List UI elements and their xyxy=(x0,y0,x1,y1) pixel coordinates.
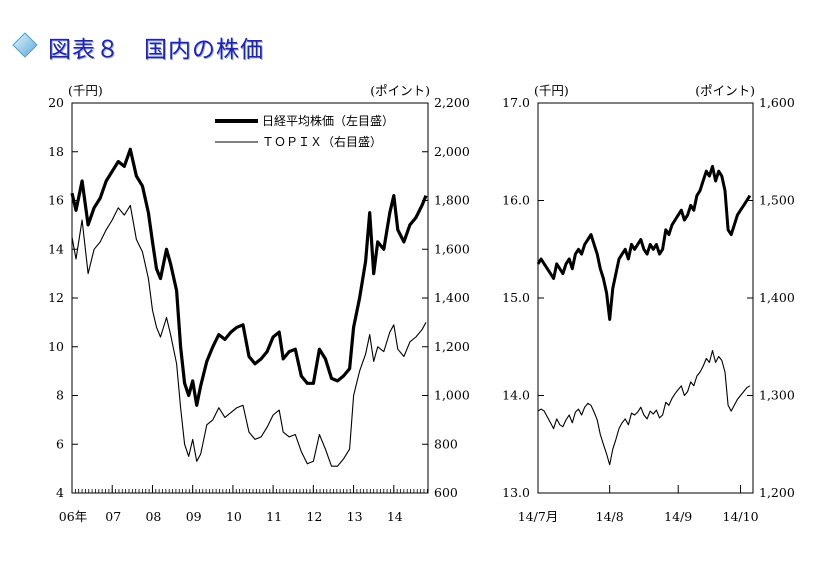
y-right-tick-label: 1,300 xyxy=(759,388,795,403)
y-left-tick-label: 12 xyxy=(48,290,64,305)
y-left-tick-label: 13.0 xyxy=(502,485,530,500)
legend-label-topix: ＴＯＰＩＸ（右目盛） xyxy=(262,134,382,149)
y-left-tick-label: 10 xyxy=(48,339,64,354)
page-title: 図表８ 国内の株価 xyxy=(48,37,264,63)
y-left-tick-label: 16 xyxy=(48,193,64,208)
y-right-tick-label: 1,200 xyxy=(434,339,470,354)
y-right-tick-label: 1,500 xyxy=(759,193,795,208)
y-left-tick-label: 14 xyxy=(48,241,64,256)
x-tick-label: 11 xyxy=(266,509,282,524)
y-right-tick-label: 2,000 xyxy=(434,144,470,159)
y-right-tick-label: 1,800 xyxy=(434,193,470,208)
y-left-tick-label: 14.0 xyxy=(502,388,530,403)
x-tick-label: 14/7月 xyxy=(518,509,559,524)
x-tick-label: 09 xyxy=(186,509,202,524)
y-right-tick-label: 600 xyxy=(434,485,458,500)
y-right-unit: (ポイント) xyxy=(695,83,755,98)
y-right-tick-label: 800 xyxy=(434,436,458,451)
x-tick-label: 06年 xyxy=(59,509,87,524)
y-left-unit: (千円) xyxy=(534,83,569,98)
x-tick-label: 08 xyxy=(145,509,161,524)
y-left-tick-label: 20 xyxy=(48,95,64,110)
x-tick-label: 14/9 xyxy=(664,509,692,524)
series-line-topix xyxy=(537,350,751,466)
x-tick-label: 12 xyxy=(306,509,322,524)
diamond-icon xyxy=(12,32,38,58)
series-line-topix xyxy=(71,204,427,467)
series-line-nikkei xyxy=(536,164,752,321)
y-right-tick-label: 1,400 xyxy=(434,290,470,305)
y-left-tick-label: 18 xyxy=(48,144,64,159)
y-left-tick-label: 6 xyxy=(56,436,64,451)
plot-frame-1 xyxy=(537,102,754,494)
x-tick-label: 14/10 xyxy=(723,509,759,524)
legend-label-nikkei: 日経平均株価（左目盛） xyxy=(262,113,394,128)
y-right-tick-label: 1,600 xyxy=(434,241,470,256)
y-right-unit: (ポイント) xyxy=(370,83,430,98)
y-left-tick-label: 16.0 xyxy=(502,193,530,208)
x-tick-label: 14 xyxy=(387,509,403,524)
x-tick-label: 13 xyxy=(347,509,363,524)
x-tick-label: 07 xyxy=(105,509,121,524)
y-right-tick-label: 1,000 xyxy=(434,388,470,403)
y-left-tick-label: 17.0 xyxy=(502,95,530,110)
y-right-tick-label: 2,200 xyxy=(434,95,470,110)
y-left-tick-label: 4 xyxy=(56,485,64,500)
x-tick-label: 10 xyxy=(226,509,242,524)
y-right-tick-label: 1,400 xyxy=(759,290,795,305)
y-left-tick-label: 8 xyxy=(56,388,64,403)
x-tick-label: 14/8 xyxy=(596,509,624,524)
y-right-tick-label: 1,200 xyxy=(759,485,795,500)
series-line-nikkei xyxy=(70,147,428,407)
y-left-unit: (千円) xyxy=(68,83,103,98)
y-right-tick-label: 1,600 xyxy=(759,95,795,110)
y-left-tick-label: 15.0 xyxy=(502,290,530,305)
